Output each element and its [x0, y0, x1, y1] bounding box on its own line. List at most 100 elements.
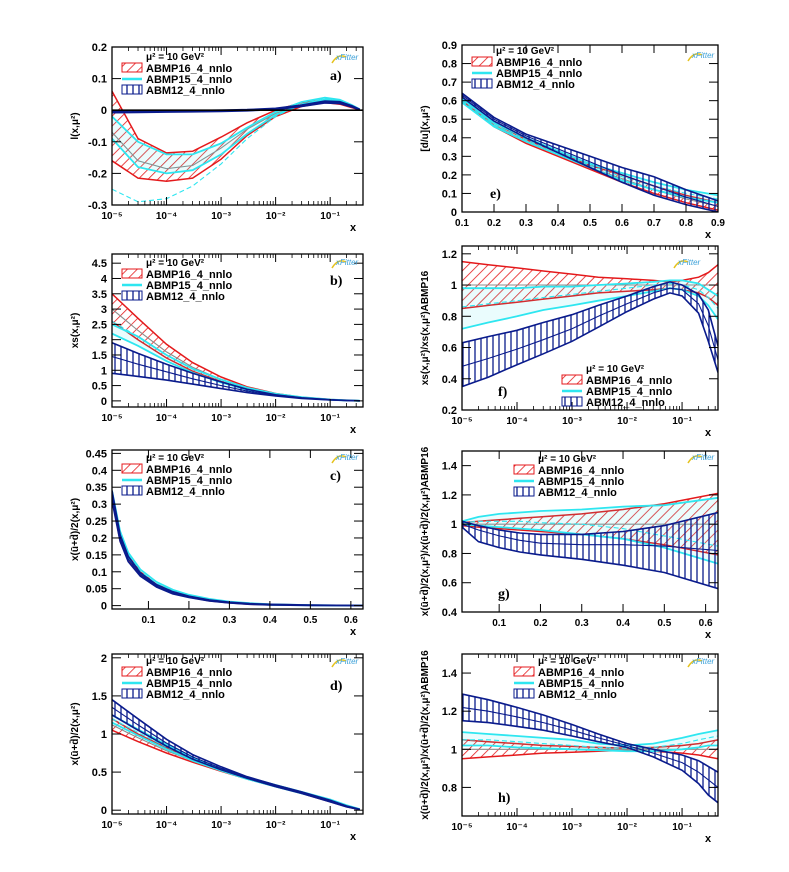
legend-swatch-abmp16-4-nnlo — [121, 463, 143, 474]
y-axis-title: x(ū+d̄)/2(x,μ²)/x(ū+d̄)/2(x,μ²)ABMP16 — [419, 446, 431, 616]
series-abmp16-4-nnlo-band — [112, 490, 363, 606]
x-tick-label: 0.6 — [699, 618, 713, 629]
series-abm12-4-nnlo-lower-edge — [112, 500, 363, 607]
y-tick-label: 0.2 — [442, 170, 457, 182]
xfitter-logo-swoosh — [673, 260, 689, 269]
series-abm12-4-nnlo — [112, 341, 360, 402]
y-axis-title: x(ū+d̄)/2(x,μ²) — [69, 702, 81, 765]
y-axis: 0 0.5 1 1.5 2 x(ū+d̄)/2(x,μ²) — [69, 653, 363, 817]
y-tick-label: 1.4 — [442, 461, 458, 473]
legend-swatch-box — [471, 78, 493, 89]
y-tick-label: 4 — [101, 273, 108, 285]
x-tick-label: 10⁻¹ — [320, 211, 340, 222]
x-tick-label: 0.4 — [551, 218, 565, 229]
series-abmp15-4-nnlo-upper-edge — [462, 496, 718, 523]
legend-entry-label: ABM12_4_nnlo — [538, 487, 617, 499]
series-abmp15-4-nnlo-band — [112, 490, 363, 606]
series-abmp16-4-nnlo-band — [112, 293, 360, 401]
legend-entry-label: ABM12_4_nnlo — [146, 486, 225, 498]
y-tick-label: 0.45 — [86, 448, 107, 460]
x-axis: 10⁻⁵ 10⁻⁴ 10⁻³ 10⁻² 10⁻¹ x — [451, 246, 716, 439]
xfitter-logo: xFitter — [687, 453, 715, 464]
series-abmp15-4-nnlo-band — [462, 280, 718, 329]
y-tick-label: 0.3 — [442, 151, 457, 163]
series-abmp16-4-nnlo-band — [112, 91, 360, 182]
legend-swatch-abm12-4-nnlo — [513, 688, 535, 699]
series-abm12-4-nnlo-lower-edge — [462, 526, 718, 590]
xfitter-logo-text: xFitter — [691, 51, 715, 60]
panel-label: e) — [490, 187, 501, 202]
series-abm12-4-nnlo — [462, 281, 718, 388]
series-abm12-4-nnlo-upper-edge — [462, 693, 718, 773]
x-tick-label: 10⁻¹ — [320, 413, 340, 424]
legend-swatch-abm12-4-nnlo — [121, 485, 143, 496]
xfitter-logo: xFitter — [331, 657, 359, 668]
series-abmp16-4-nnlo-upper-edge — [112, 490, 363, 607]
series-abm12-4-nnlo-central-line — [462, 706, 718, 788]
y-tick-label: 0.1 — [92, 567, 107, 579]
x-tick-label: 0.3 — [222, 615, 236, 626]
y-axis-title: [d/u](x,μ²) — [420, 105, 431, 151]
x-axis: 10⁻⁵ 10⁻⁴ 10⁻³ 10⁻² 10⁻¹ x — [451, 654, 716, 845]
xfitter-logo-swoosh — [687, 455, 703, 464]
legend-entry-label: ABM12_4_nnlo — [146, 291, 225, 303]
legend-swatch-abm12-4-nnlo — [121, 290, 143, 301]
series-abm12-4-nnlo-lower-edge — [112, 714, 360, 811]
series-abm12-4-nnlo-band — [112, 699, 360, 810]
legend-swatch-abm12-4-nnlo — [513, 486, 535, 497]
x-tick-label: 10⁻⁴ — [156, 211, 177, 222]
x-tick-label: 10⁻³ — [211, 413, 231, 424]
xfitter-logo-swoosh — [331, 260, 347, 269]
legend-entry-label: ABM12_4_nnlo — [496, 79, 575, 91]
x-tick-label: 10⁻² — [266, 820, 286, 831]
y-tick-label: 0 — [451, 207, 457, 219]
x-tick-label: 0.1 — [141, 615, 155, 626]
x-axis-title: x — [705, 427, 712, 439]
y-tick-label: 0.2 — [442, 405, 457, 417]
chart-panel-g: 0.1 0.2 0.3 0.4 0.5 0.6x0.40.60.811.21.4x(ū+d… — [419, 446, 719, 641]
y-axis: -0.3 -0.2 -0.1 0 0.1 0.2 l(x,μ²) — [70, 42, 363, 212]
y-tick-label: 1 — [451, 519, 457, 531]
legend-swatch-abm12-4-nnlo — [561, 396, 583, 407]
x-tick-label: 10⁻⁵ — [101, 211, 122, 222]
y-tick-label: 0.15 — [86, 550, 107, 562]
panel-label: g) — [498, 587, 510, 602]
y-tick-label: 2.5 — [92, 319, 107, 331]
y-tick-label: 0.1 — [92, 74, 107, 86]
x-tick-label: 0.2 — [487, 218, 501, 229]
legend-swatch-abmp16-4-nnlo — [121, 666, 143, 677]
series-abm12-4-nnlo — [462, 92, 718, 212]
y-tick-label: 0.05 — [86, 584, 107, 596]
panel-label: b) — [330, 274, 343, 289]
legend-entry-label: ABMP16_4_nnlo — [146, 269, 232, 281]
legend-swatch-abmp16-4-nnlo — [561, 374, 583, 385]
plot-area — [462, 693, 718, 804]
legend-entry-label: ABMP16_4_nnlo — [146, 667, 232, 679]
series-abm12-4-nnlo-upper-edge — [462, 92, 718, 202]
y-axis: 0 0.1 0.2 0.3 0.4 0.5 0.6 0.7 0.8 0.9 [d/u](x,μ²) — [420, 40, 718, 219]
y-tick-label: 0.6 — [442, 343, 457, 355]
legend-swatch-box — [471, 56, 493, 67]
xfitter-logo-swoosh — [687, 659, 703, 668]
plot-area — [112, 293, 360, 402]
panel-label: f) — [498, 385, 508, 400]
legend-entry-label: ABM12_4_nnlo — [586, 397, 665, 409]
series-abmp15-4-nnlo-central-line — [462, 735, 718, 749]
legend-swatch-box — [513, 464, 535, 475]
legend-entry-label: ABMP15_4_nnlo — [538, 476, 624, 488]
x-tick-label: 10⁻² — [266, 211, 286, 222]
legend-entry-label: ABMP16_4_nnlo — [146, 464, 232, 476]
legend-swatch-box — [513, 666, 535, 677]
y-tick-label: 1 — [451, 744, 457, 756]
xfitter-logo: xFitter — [331, 53, 359, 64]
legend: μ² = 10 GeV²ABMP16_4_nnloABMP15_4_nnloAB… — [513, 454, 624, 499]
series-abm12-4-nnlo — [112, 699, 360, 811]
legend: μ² = 10 GeV²ABMP16_4_nnloABMP15_4_nnloAB… — [121, 656, 232, 701]
legend-scale: μ² = 10 GeV² — [496, 46, 555, 57]
legend-swatch-box — [121, 268, 143, 279]
y-tick-label: 0.5 — [442, 114, 457, 126]
x-tick-label: 10⁻⁵ — [101, 413, 122, 424]
series-abm12-4-nnlo-lower-edge — [462, 292, 718, 388]
x-tick-label: 10⁻⁴ — [156, 820, 177, 831]
